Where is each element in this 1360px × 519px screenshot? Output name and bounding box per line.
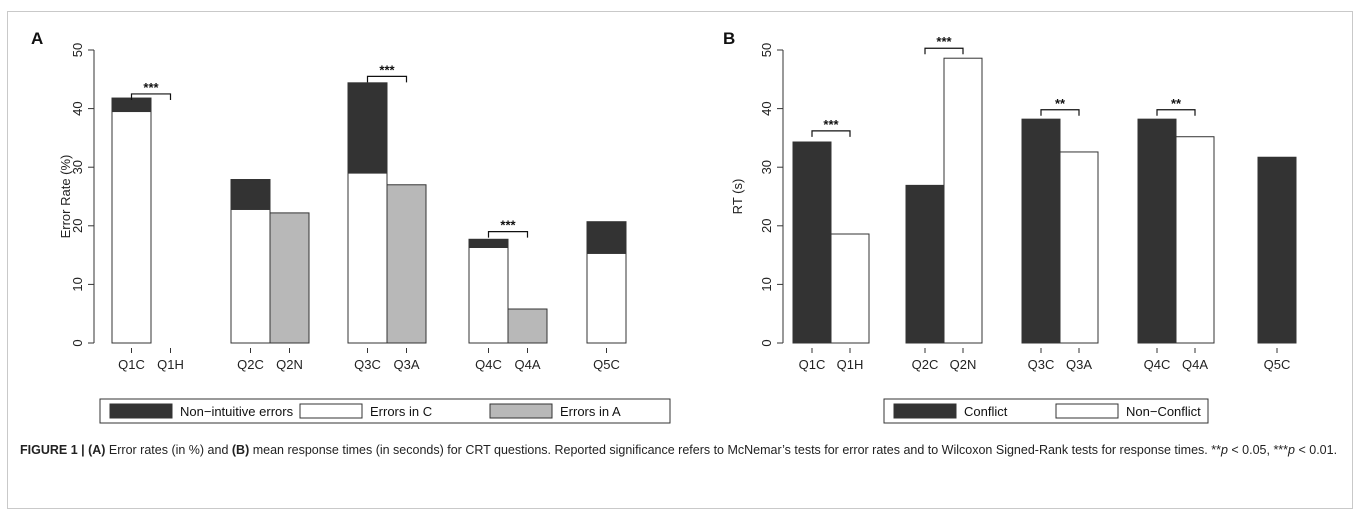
panel-a-x-label-q1h: Q1H [157,357,184,372]
panel-a-significance-bracket [130,93,172,100]
panel-a-bar-q2c-segment [230,208,271,344]
panel-b-bar-q5c-segment [1257,156,1297,344]
panel-a-y-tick-label: 0 [70,339,85,346]
panel-b-significance-label: ** [1171,96,1182,111]
panel-b-y-tick-label: 20 [759,219,774,233]
panel-b-significance-bracket [811,130,851,137]
panel-b-significance-label: *** [823,117,839,132]
caption-text-3: < 0.05, *** [1227,443,1289,457]
panel-b-y-axis-title: RT (s) [730,179,745,215]
panel-a-significance-bracket [487,231,529,238]
panel-a-y-tick-label: 30 [70,160,85,174]
panel-a-legend-label: Errors in A [560,404,621,419]
caption-text-2: mean response times (in seconds) for CRT… [249,443,1221,457]
panel-a-significance-label: *** [143,80,159,95]
panel-a-x-label-q3a: Q3A [393,357,419,372]
panel-a-x-label-q2n: Q2N [276,357,303,372]
panel-a-bar-q2n-segment [269,212,310,344]
panel-a-y-axis-title: Error Rate (%) [58,155,73,239]
panel-a-bar-q4a-segment [507,308,548,344]
panel-b-y-tick-label: 40 [759,101,774,115]
panel-b-x-label-q4a: Q4A [1182,357,1208,372]
panel-b-x-label-q1c: Q1C [799,357,826,372]
panel-b-y-tick-label: 50 [759,43,774,57]
panel-a-letter: A [31,29,43,48]
caption-text-1: Error rates (in %) and [105,443,232,457]
panel-a-bar-q5c-segment [586,252,627,344]
caption-b-tag: (B) [231,443,250,457]
panel-a-x-label-q2c: Q2C [237,357,264,372]
caption-a-tag: (A) [88,443,106,457]
caption-p-2: p [1288,443,1295,457]
panel-b-x-label-q2c: Q2C [912,357,939,372]
panel-a-bar-q1c-segment [111,111,152,344]
panel-b-bar-q3a-segment [1059,151,1099,344]
panel-b-x-label-q4c: Q4C [1144,357,1171,372]
panel-b-x-label-q5c: Q5C [1264,357,1291,372]
panel-a-bar-q3c-segment [347,172,388,344]
panel-a-x-label-q3c: Q3C [354,357,381,372]
panel-a-legend-swatch [109,403,173,419]
figure-caption: FIGURE 1 | (A) Error rates (in %) and (B… [20,441,1340,459]
panel-a-y-tick-label: 40 [70,101,85,115]
panel-b-bar-q4a-segment [1175,136,1215,344]
panel-b-significance-bracket [1156,109,1196,116]
figure-chart: A B 0 10 20 30 40 50 Error Rate (%) Q1C Q1H Q2C Q2… [31,29,1297,424]
panel-b-bar-q2n-segment [943,57,983,344]
caption-lead: FIGURE 1 | [20,443,89,457]
panel-a-significance-bracket [366,75,408,83]
panel-a-bar-q5c-segment [586,221,627,254]
panel-a-y-tick-label: 10 [70,277,85,291]
panel-a-legend-label: Non−intuitive errors [180,404,294,419]
panel-b-legend-label: Conflict [964,404,1008,419]
panel-a-y-tick-label: 20 [70,219,85,233]
panel-a-y-tick-label: 50 [70,43,85,57]
panel-b-bar-q4c-segment [1137,118,1177,344]
panel-b-bar-q2c-segment [905,184,945,344]
panel-b-y-tick-label: 0 [759,339,774,346]
panel-a-legend-label: Errors in C [370,404,432,419]
panel-a-significance-label: *** [500,218,516,233]
panel-b-x-label-q1h: Q1H [837,357,864,372]
panel-b-x-label-q2n: Q2N [950,357,977,372]
panel-a-legend-box [99,398,671,424]
panel-b-legend-label: Non−Conflict [1126,404,1201,419]
panel-a-x-label-q1c: Q1C [118,357,145,372]
panel-b-bar-q1h-segment [830,233,870,344]
panel-b-legend-swatch [1055,403,1119,419]
panel-a-bar-q1c-segment [111,97,152,113]
panel-a-x-label-q5c: Q5C [593,357,620,372]
panel-a-significance-label: *** [379,62,395,77]
panel-b-chart: 0 10 20 30 40 50 RT (s) Q1C Q1H Q2C Q2N Q3C Q3A Q4C Q4… [730,34,1297,424]
panel-b-legend-swatch [893,403,957,419]
panel-a-bar-q4c-segment [468,238,509,248]
panel-a-x-label-q4c: Q4C [475,357,502,372]
caption-text-4: < 0.01. [1295,443,1338,457]
panel-a-bar-q3c-segment [347,82,388,174]
panel-b-y-tick-label: 30 [759,160,774,174]
panel-b-significance-label: ** [1055,96,1066,111]
panel-b-x-label-q3a: Q3A [1066,357,1092,372]
panel-b-significance-label: *** [936,34,952,49]
panel-a-legend-swatch [489,403,553,419]
panel-b-x-label-q3c: Q3C [1028,357,1055,372]
panel-a-legend-swatch [299,403,363,419]
panel-a-bar-q2c-segment [230,179,271,210]
panel-b-significance-bracket [1040,109,1080,116]
caption-p-1: p [1220,443,1228,457]
panel-a-chart: 0 10 20 30 40 50 Error Rate (%) Q1C Q1H Q2C Q2N Q3C… [58,43,671,424]
panel-b-significance-bracket [924,47,964,55]
panel-a-x-label-q4a: Q4A [514,357,540,372]
panel-b-letter: B [723,29,735,48]
panel-b-y-tick-label: 10 [759,277,774,291]
panel-b-bar-q1c-segment [792,141,832,344]
panel-b-bar-q3c-segment [1021,118,1061,344]
panel-a-bar-q3a-segment [386,184,427,344]
panel-a-bar-q4c-segment [468,246,509,344]
